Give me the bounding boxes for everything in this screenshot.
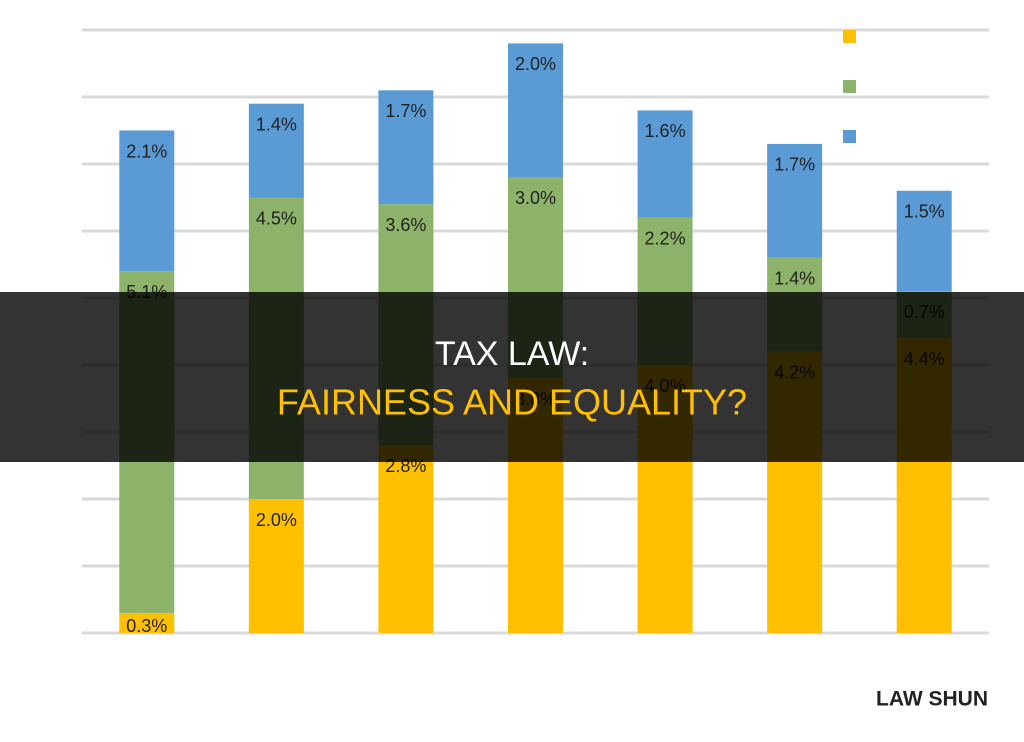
- watermark: LAW SHUN: [876, 688, 988, 711]
- data-label: 0.3%: [126, 616, 167, 636]
- data-label: 2.0%: [515, 54, 556, 74]
- data-label: 1.5%: [904, 202, 945, 222]
- bar-segment: [637, 110, 693, 218]
- bar-segment: [508, 43, 563, 178]
- data-label: 1.6%: [645, 121, 686, 141]
- bar-segment: [248, 499, 304, 633]
- data-label: 1.7%: [774, 155, 815, 175]
- legend-swatch: [843, 80, 856, 93]
- bar-segment: [119, 612, 175, 633]
- data-label: 3.6%: [385, 215, 426, 235]
- data-label: 4.5%: [256, 208, 297, 228]
- data-label: 1.7%: [385, 101, 426, 121]
- legend-swatch: [843, 30, 856, 43]
- overlay-band: [0, 292, 1024, 462]
- bar-segment: [119, 130, 175, 272]
- data-label: 2.2%: [645, 228, 686, 248]
- bar-segment: [378, 90, 434, 205]
- bar-segment: [248, 103, 304, 198]
- overlay-title: TAX LAW:: [435, 335, 589, 373]
- bar-segment: [767, 143, 823, 258]
- bar-segment: [378, 445, 434, 633]
- data-label: 3.0%: [515, 188, 556, 208]
- data-label: 2.0%: [256, 510, 297, 530]
- data-label: 1.4%: [256, 114, 297, 134]
- data-label: 1.4%: [774, 269, 815, 289]
- overlay-subtitle: FAIRNESS AND EQUALITY?: [277, 382, 747, 423]
- data-label: 2.1%: [126, 141, 167, 161]
- bar-segment: [896, 190, 952, 292]
- legend-swatch: [843, 130, 856, 143]
